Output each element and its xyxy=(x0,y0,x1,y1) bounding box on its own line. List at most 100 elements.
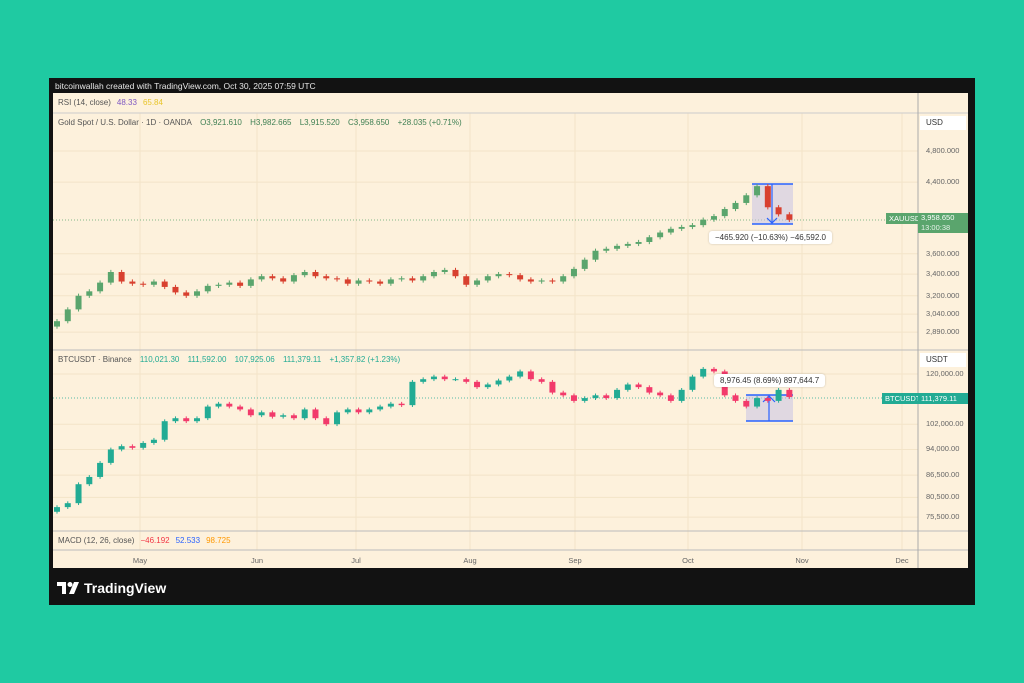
rsi-value: 48.33 xyxy=(116,98,137,107)
time-tick: Nov xyxy=(795,556,809,565)
gold-candle xyxy=(97,280,104,294)
gold-candle xyxy=(463,274,470,287)
gold-candle-body xyxy=(700,219,707,226)
macd-histogram-value: −46.192 xyxy=(140,536,170,545)
btc-candle-body xyxy=(387,403,394,407)
btc-candle xyxy=(624,382,631,392)
gold-candle xyxy=(129,279,136,286)
btc-candle-body xyxy=(786,389,793,398)
gold-candle-body xyxy=(75,295,82,310)
btc-candle-body xyxy=(280,415,287,417)
btc-candle xyxy=(161,419,168,442)
credit-text: bitcoinwallah created with TradingView.c… xyxy=(55,81,316,91)
gold-price-tag: 3,958.650 13:00:38 xyxy=(918,213,968,233)
gold-candle xyxy=(700,217,707,228)
gold-candle xyxy=(560,274,567,284)
btc-candle xyxy=(355,407,362,415)
btc-candle-body xyxy=(420,379,427,382)
btc-candle-body xyxy=(107,449,114,463)
gold-high: H3,982.665 xyxy=(250,118,292,127)
gold-candle-body xyxy=(786,214,793,220)
gold-candle xyxy=(592,248,599,262)
gold-candle-body xyxy=(280,278,287,282)
gold-candle-body xyxy=(409,278,416,281)
time-tick: Oct xyxy=(682,556,694,565)
btc-open: 110,021.30 xyxy=(139,355,180,364)
gold-candle xyxy=(786,212,793,222)
gold-candle-body xyxy=(420,276,427,281)
gold-candle xyxy=(118,269,125,284)
gold-candle-body xyxy=(764,186,771,208)
btc-candle xyxy=(786,388,793,399)
gold-candle xyxy=(484,274,491,283)
btc-candle-body xyxy=(194,418,201,422)
gold-candle xyxy=(344,277,351,286)
gold-candle xyxy=(355,278,362,286)
gold-candle-body xyxy=(441,269,448,273)
gold-candle xyxy=(247,277,254,288)
btc-candle-body xyxy=(355,409,362,413)
macd-legend[interactable]: MACD (12, 26, close) −46.192 52.533 98.725 xyxy=(58,536,237,545)
btc-candle-body xyxy=(463,379,470,382)
gold-candle-body xyxy=(387,279,394,284)
gold-candle-body xyxy=(678,226,685,229)
gold-candle-body xyxy=(215,284,222,286)
btc-candle-body xyxy=(118,446,125,450)
tradingview-logo[interactable]: TradingView xyxy=(57,580,166,596)
btc-candle-body xyxy=(560,392,567,396)
gold-candle xyxy=(689,222,696,230)
gold-candle-body xyxy=(118,272,125,282)
chart-panel[interactable] xyxy=(53,93,968,568)
btc-candle-body xyxy=(237,406,244,410)
gold-candle-body xyxy=(463,276,470,285)
macd-value: 52.533 xyxy=(175,536,201,545)
btc-candle-body xyxy=(506,376,513,381)
btc-candle xyxy=(710,367,717,374)
logo-text: TradingView xyxy=(84,580,167,596)
btc-candle-body xyxy=(258,412,265,416)
btc-candle xyxy=(657,390,664,398)
btc-candle xyxy=(129,444,136,450)
btc-candle-body xyxy=(646,387,653,393)
btc-legend[interactable]: BTCUSDT · Binance 110,021.30 111,592.00 … xyxy=(58,355,406,364)
btc-candle xyxy=(323,416,330,427)
gold-candle-body xyxy=(754,186,761,196)
gold-candle-body xyxy=(269,276,276,279)
btc-candle-body xyxy=(344,409,351,413)
gold-candle-body xyxy=(624,243,631,246)
btc-candle xyxy=(215,401,222,409)
btc-candle xyxy=(204,404,211,421)
btc-candle xyxy=(527,369,534,382)
btc-currency-label[interactable]: USDT xyxy=(920,353,966,367)
btc-change: +1,357.82 (+1.23%) xyxy=(329,355,401,364)
gold-candle-body xyxy=(560,276,567,282)
gold-candle-body xyxy=(140,283,147,285)
gold-candle xyxy=(538,278,545,284)
gold-candle-body xyxy=(549,280,556,282)
macd-label: MACD (12, 26, close) xyxy=(58,536,135,545)
btc-candle xyxy=(312,407,319,421)
gold-candle-body xyxy=(237,282,244,286)
gold-candle xyxy=(452,267,459,279)
gold-candle xyxy=(86,289,93,298)
price-tick: 3,600.000 xyxy=(926,248,960,258)
price-tick: 4,800.000 xyxy=(926,146,960,155)
gold-candle-body xyxy=(161,281,168,287)
btc-candle xyxy=(118,444,125,452)
btc-candle-body xyxy=(183,418,190,422)
gold-candle xyxy=(140,281,147,287)
gold-candle-body xyxy=(517,275,524,280)
btc-candle xyxy=(290,413,297,421)
gold-currency-label[interactable]: USD xyxy=(920,116,966,130)
btc-candle xyxy=(280,413,287,419)
price-tick: 102,000.00 xyxy=(926,419,964,429)
rsi-legend[interactable]: RSI (14, close) 48.33 65.84 xyxy=(58,98,169,107)
gold-candle xyxy=(398,276,405,282)
gold-candle-body xyxy=(527,279,534,282)
btc-candle-body xyxy=(635,384,642,388)
gold-candle xyxy=(150,279,157,287)
gold-legend[interactable]: Gold Spot / U.S. Dollar · 1D · OANDA O3,… xyxy=(58,118,468,127)
price-tick: 80,500.00 xyxy=(926,492,960,502)
gold-candle-body xyxy=(689,225,696,227)
